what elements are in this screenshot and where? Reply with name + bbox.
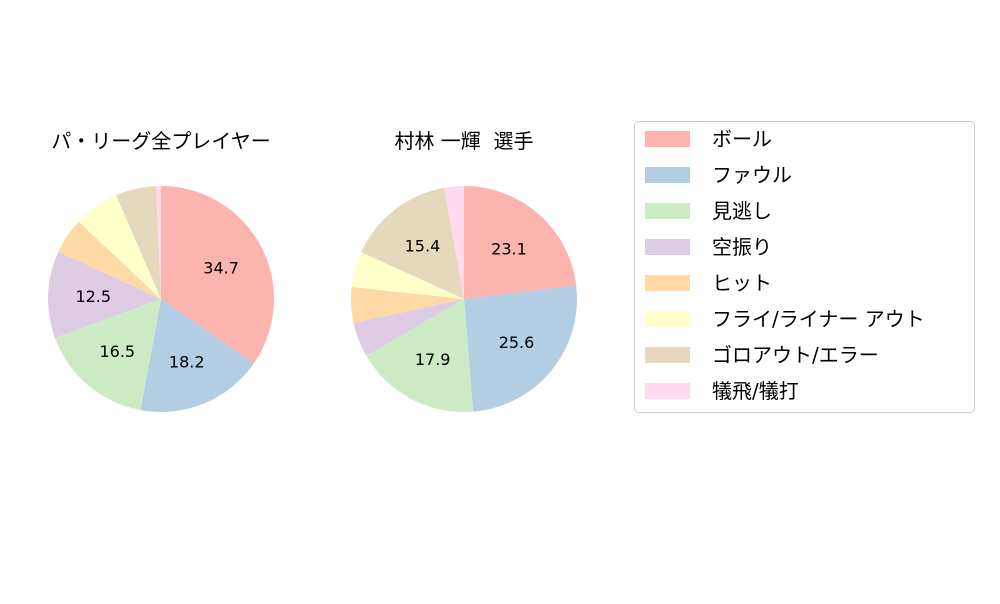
legend-swatch	[645, 275, 690, 291]
pie-slice	[353, 299, 464, 356]
slice-label: 12.5	[75, 287, 111, 306]
legend-swatch	[645, 383, 690, 399]
slice-label: 15.4	[405, 236, 441, 255]
legend-swatch	[645, 131, 690, 147]
pie-title-1: 村林 一輝 選手	[394, 129, 533, 153]
legend-label: ヒット	[712, 271, 772, 295]
slice-label: 16.5	[99, 342, 135, 361]
legend-frame	[634, 121, 975, 413]
legend-swatch	[645, 203, 690, 219]
pie-slice	[54, 299, 161, 411]
pie-slice	[58, 221, 161, 299]
legend-swatch	[645, 167, 690, 183]
pie-slice	[464, 285, 577, 412]
pie-slice	[350, 286, 464, 323]
legend-label: 犠飛/犠打	[712, 379, 799, 403]
pie-slice	[161, 186, 274, 364]
pie-slice	[366, 299, 474, 412]
legend-label: 見逃し	[712, 199, 772, 223]
slice-label: 25.6	[499, 333, 535, 352]
pie-0: 34.7 18.2 16.5 12.5	[48, 186, 274, 412]
pie-slice	[361, 187, 464, 299]
legend-label: ボール	[712, 127, 772, 151]
pie-slice	[116, 186, 161, 299]
pie-slice	[156, 186, 161, 299]
slice-label: 23.1	[491, 239, 527, 258]
legend-swatch	[645, 347, 690, 363]
pie-title-0: パ・リーグ全プレイヤー	[51, 129, 270, 153]
legend-swatch	[645, 311, 690, 327]
pie-slice	[444, 186, 464, 299]
legend-label: フライ/ライナー アウト	[712, 307, 925, 331]
pie-slice	[464, 186, 577, 299]
legend-label: ゴロアウト/エラー	[712, 343, 879, 367]
slice-label: 17.9	[415, 350, 451, 369]
pie-1: 23.1 25.6 17.9 15.4	[350, 186, 577, 412]
legend-label: 空振り	[712, 235, 772, 259]
legend-label: ファウル	[712, 163, 792, 187]
slice-label: 34.7	[203, 259, 239, 278]
pie-slice	[48, 251, 161, 338]
pie-slice	[140, 299, 254, 412]
pie-slice	[78, 195, 161, 299]
pie-slice	[351, 252, 464, 299]
slice-label: 18.2	[169, 353, 205, 372]
legend-swatch	[645, 239, 690, 255]
